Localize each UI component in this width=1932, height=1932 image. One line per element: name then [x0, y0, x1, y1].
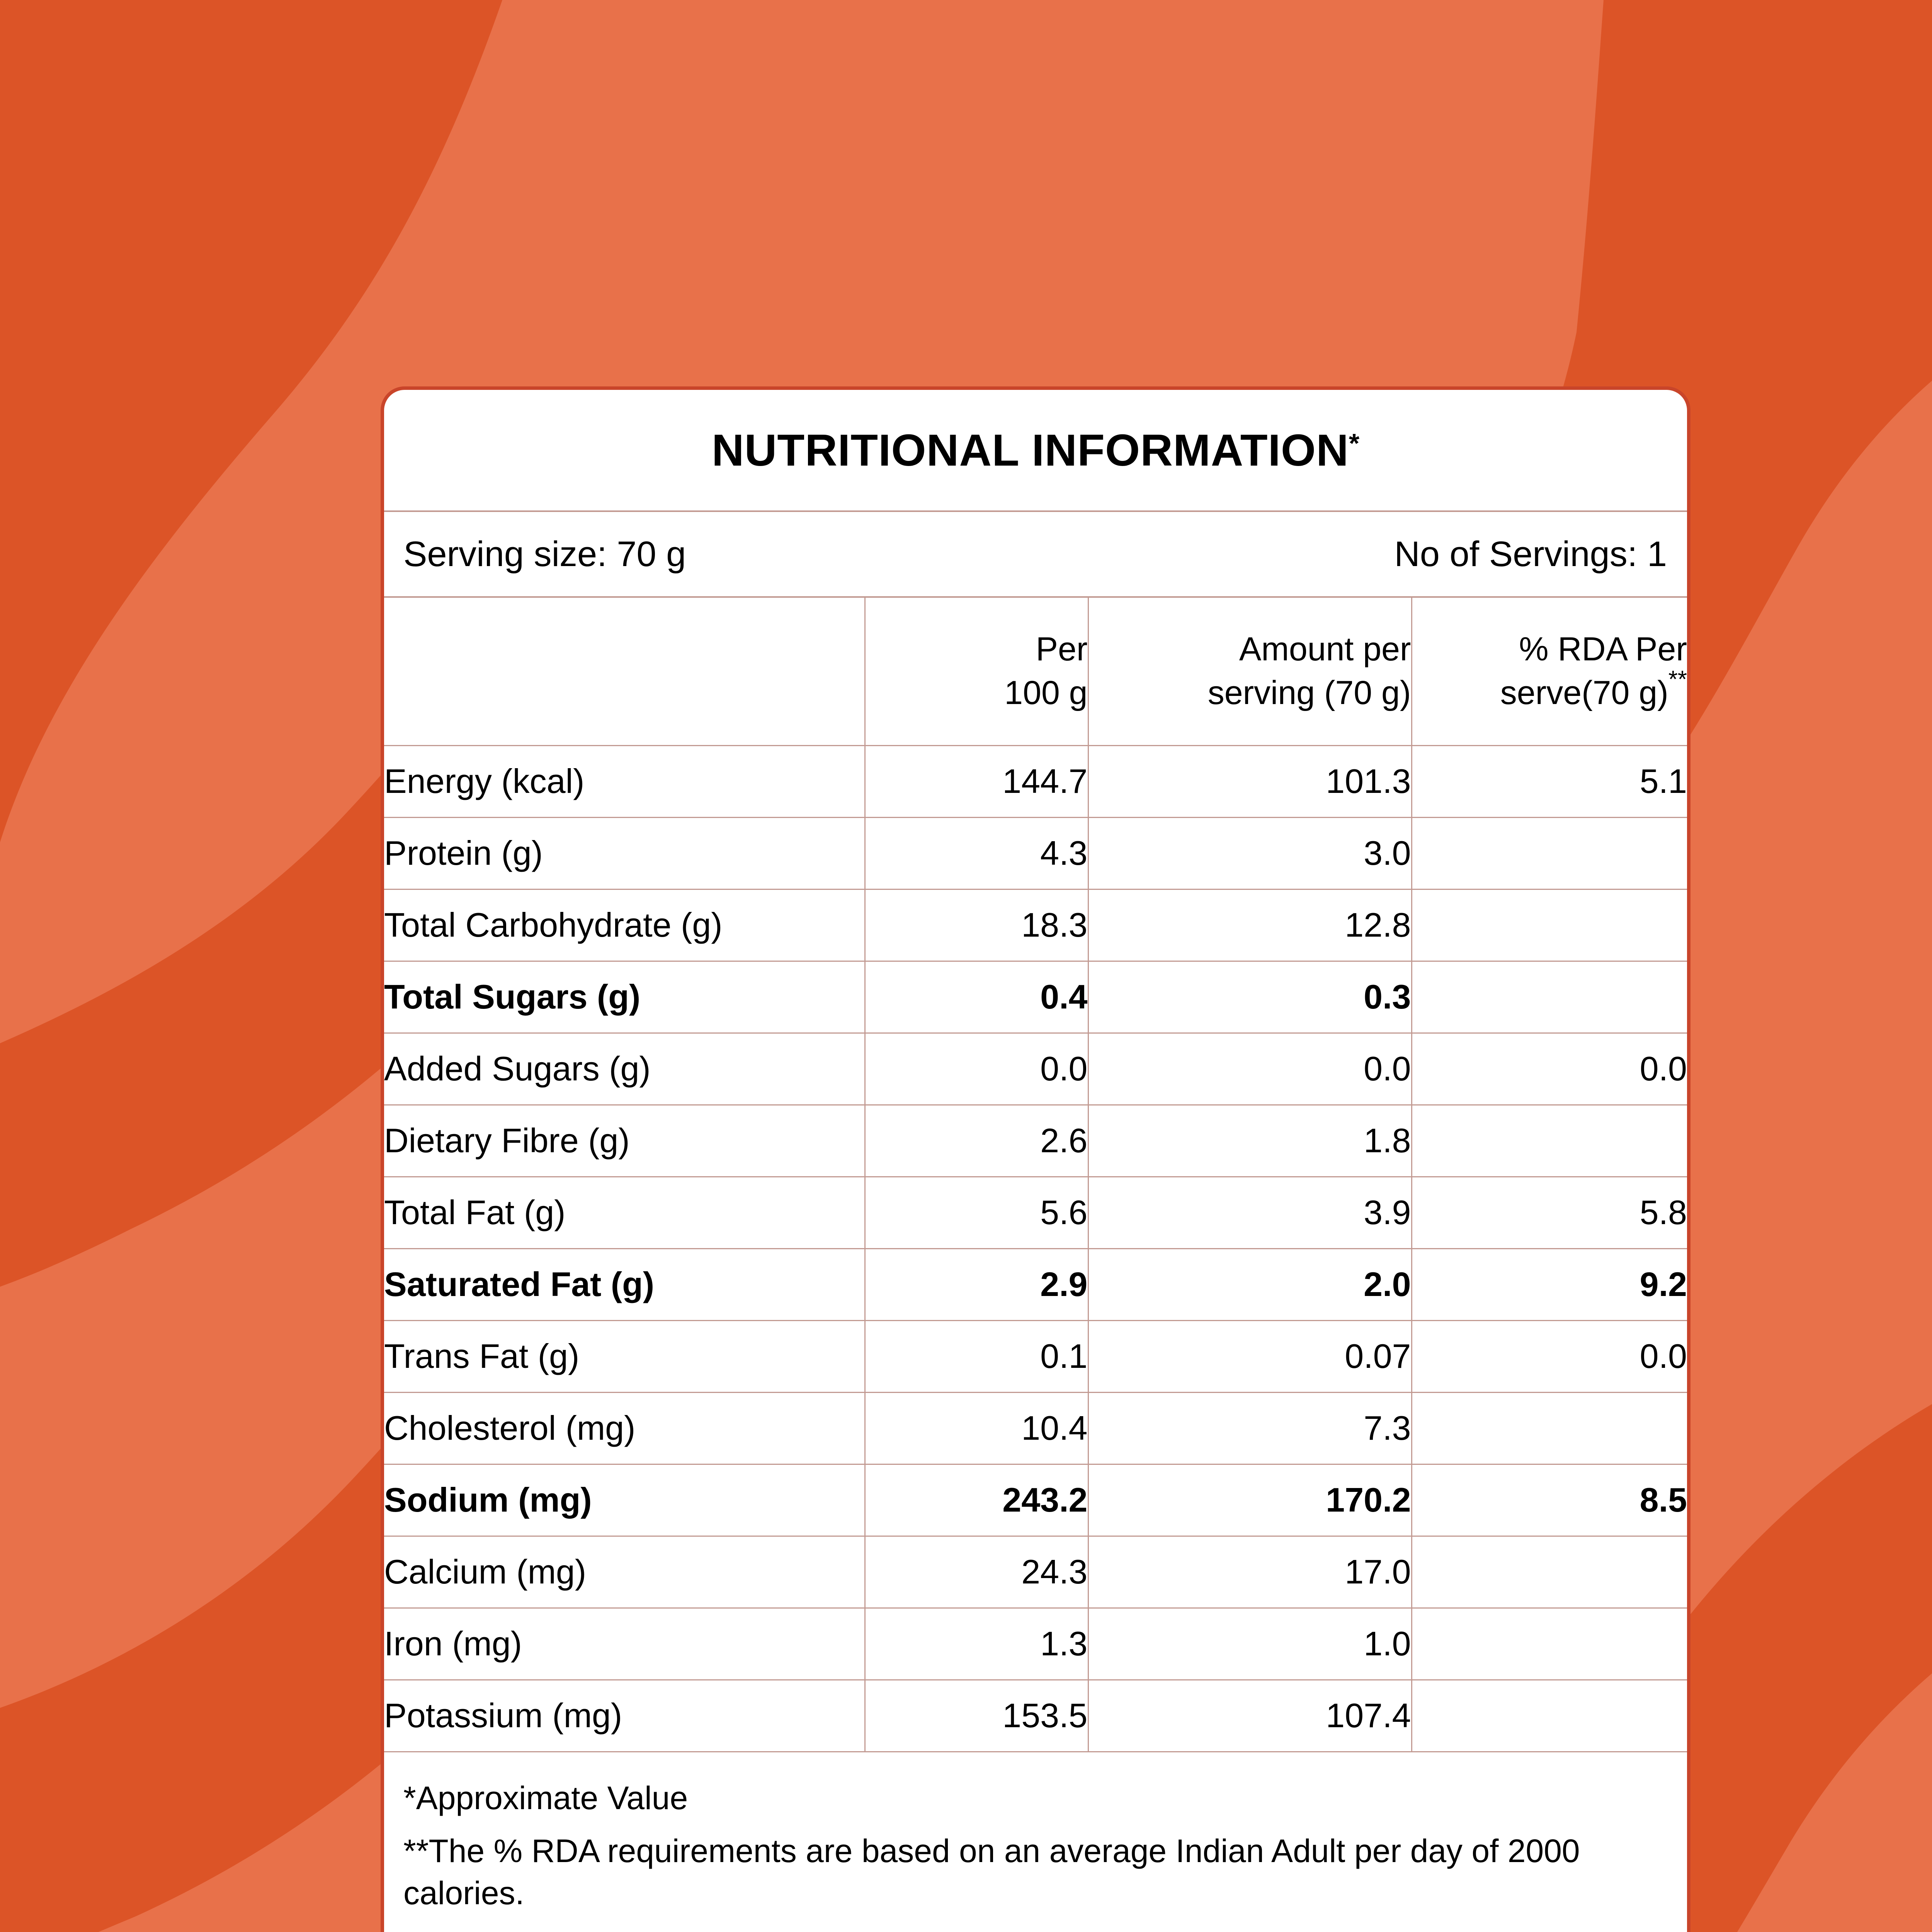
nutrient-amount-per-serving: 101.3 — [1087, 745, 1412, 818]
table-header-row: Per 100 g Amount per serving (70 g) % RD… — [384, 598, 1687, 746]
nutrient-rda-per-serve — [1411, 889, 1687, 962]
nutrient-rda-per-serve: 9.2 — [1411, 1248, 1687, 1321]
nutrient-rda-per-serve — [1411, 1608, 1687, 1680]
nutrient-per-100g: 243.2 — [864, 1464, 1089, 1537]
footnote-rda-basis: **The % RDA requirements are based on an… — [403, 1832, 1580, 1911]
nutrient-amount-per-serving: 12.8 — [1087, 889, 1412, 962]
table-row: Total Sugars (g) 0.4 0.3 — [384, 961, 1687, 1034]
table-row: Iron (mg) 1.3 1.0 — [384, 1608, 1687, 1680]
nutrient-label: Trans Fat (g) — [384, 1320, 866, 1393]
nutrient-amount-per-serving: 3.0 — [1087, 817, 1412, 890]
column-header-per-100g-line2: 100 g — [1004, 674, 1088, 712]
nutrient-per-100g: 18.3 — [864, 889, 1089, 962]
nutrient-label: Iron (mg) — [384, 1608, 866, 1680]
nutrient-per-100g: 144.7 — [864, 745, 1089, 818]
table-row: Trans Fat (g) 0.1 0.07 0.0 — [384, 1320, 1687, 1393]
column-header-rda-line2: serve(70 g) — [1500, 674, 1668, 712]
table-row: Total Fat (g) 5.6 3.9 5.8 — [384, 1177, 1687, 1249]
nutrient-label: Dietary Fibre (g) — [384, 1105, 866, 1177]
nutrient-label: Added Sugars (g) — [384, 1033, 866, 1105]
nutrient-per-100g: 0.1 — [864, 1320, 1089, 1393]
nutrient-per-100g: 0.4 — [864, 961, 1089, 1034]
nutrient-label: Calcium (mg) — [384, 1536, 866, 1609]
nutrient-per-100g: 10.4 — [864, 1392, 1089, 1465]
column-header-rda-marker: ** — [1668, 666, 1687, 693]
nutrient-rda-per-serve — [1411, 1105, 1687, 1177]
nutrient-rda-per-serve — [1411, 1392, 1687, 1465]
table-row: Cholesterol (mg) 10.4 7.3 — [384, 1392, 1687, 1465]
column-header-amount-line1: Amount per — [1239, 630, 1411, 668]
table-row: Protein (g) 4.3 3.0 — [384, 817, 1687, 890]
nutrient-rda-per-serve: 8.5 — [1411, 1464, 1687, 1537]
column-header-amount-per-serving: Amount per serving (70 g) — [1087, 598, 1412, 746]
nutrient-per-100g: 1.3 — [864, 1608, 1089, 1680]
table-row: Calcium (mg) 24.3 17.0 — [384, 1536, 1687, 1609]
nutrient-amount-per-serving: 107.4 — [1087, 1680, 1412, 1752]
table-row: Dietary Fibre (g) 2.6 1.8 — [384, 1105, 1687, 1177]
column-header-rda-per-serve: % RDA Per serve(70 g)** — [1411, 598, 1687, 746]
nutrient-per-100g: 5.6 — [864, 1177, 1089, 1249]
footnote-approximate-value: *Approximate Value — [403, 1779, 688, 1816]
nutrient-label: Sodium (mg) — [384, 1464, 866, 1537]
nutrient-per-100g: 2.6 — [864, 1105, 1089, 1177]
nutrient-per-100g: 2.9 — [864, 1248, 1089, 1321]
nutrient-label: Total Carbohydrate (g) — [384, 889, 866, 962]
no-of-servings-label: No of Servings: 1 — [1394, 534, 1667, 574]
nutrient-amount-per-serving: 0.3 — [1087, 961, 1412, 1034]
nutrition-facts-card: NUTRITIONAL INFORMATION* Serving size: 7… — [381, 386, 1690, 1932]
column-header-label — [384, 598, 866, 746]
nutrient-amount-per-serving: 1.8 — [1087, 1105, 1412, 1177]
nutrient-rda-per-serve: 0.0 — [1411, 1033, 1687, 1105]
table-row: Potassium (mg) 153.5 107.4 — [384, 1680, 1687, 1752]
nutrient-rda-per-serve — [1411, 817, 1687, 890]
nutrient-label: Total Fat (g) — [384, 1177, 866, 1249]
column-header-per-100g: Per 100 g — [864, 598, 1089, 746]
table-row: Saturated Fat (g) 2.9 2.0 9.2 — [384, 1248, 1687, 1321]
serving-size-label: Serving size: 70 g — [403, 534, 686, 574]
nutrient-rda-per-serve: 5.1 — [1411, 745, 1687, 818]
table-row: Total Carbohydrate (g) 18.3 12.8 — [384, 889, 1687, 962]
table-row: Energy (kcal) 144.7 101.3 5.1 — [384, 745, 1687, 818]
nutrient-rda-per-serve — [1411, 961, 1687, 1034]
serving-info-row: Serving size: 70 g No of Servings: 1 — [384, 512, 1687, 598]
page-title-text: NUTRITIONAL INFORMATION — [711, 425, 1349, 475]
nutrient-label: Total Sugars (g) — [384, 961, 866, 1034]
table-row: Sodium (mg) 243.2 170.2 8.5 — [384, 1464, 1687, 1537]
nutrient-rda-per-serve: 0.0 — [1411, 1320, 1687, 1393]
nutrient-amount-per-serving: 17.0 — [1087, 1536, 1412, 1609]
nutrient-rda-per-serve: 5.8 — [1411, 1177, 1687, 1249]
nutrition-table-head: Per 100 g Amount per serving (70 g) % RD… — [384, 598, 1687, 746]
nutrition-table-body: Energy (kcal) 144.7 101.3 5.1 Protein (g) 4.3… — [384, 745, 1687, 1752]
nutrient-per-100g: 24.3 — [864, 1536, 1089, 1609]
nutrient-amount-per-serving: 3.9 — [1087, 1177, 1412, 1249]
nutrition-table: Per 100 g Amount per serving (70 g) % RD… — [384, 598, 1687, 1752]
column-header-amount-line2: serving (70 g) — [1208, 674, 1411, 712]
title-footnote-marker: * — [1349, 428, 1360, 458]
nutrient-per-100g: 153.5 — [864, 1680, 1089, 1752]
nutrient-label: Potassium (mg) — [384, 1680, 866, 1752]
nutrient-amount-per-serving: 7.3 — [1087, 1392, 1412, 1465]
card-title-bar: NUTRITIONAL INFORMATION* — [384, 390, 1687, 512]
page-title: NUTRITIONAL INFORMATION* — [712, 424, 1359, 476]
nutrient-per-100g: 0.0 — [864, 1033, 1089, 1105]
nutrient-label: Energy (kcal) — [384, 745, 866, 818]
nutrient-amount-per-serving: 0.0 — [1087, 1033, 1412, 1105]
nutrient-rda-per-serve — [1411, 1536, 1687, 1609]
table-row: Added Sugars (g) 0.0 0.0 0.0 — [384, 1033, 1687, 1105]
column-header-per-100g-line1: Per — [1036, 630, 1088, 668]
nutrient-rda-per-serve — [1411, 1680, 1687, 1752]
nutrient-amount-per-serving: 0.07 — [1087, 1320, 1412, 1393]
nutrient-amount-per-serving: 1.0 — [1087, 1608, 1412, 1680]
nutrient-label: Protein (g) — [384, 817, 866, 890]
nutrient-amount-per-serving: 2.0 — [1087, 1248, 1412, 1321]
column-header-rda-line1: % RDA Per — [1519, 630, 1687, 668]
nutrient-label: Saturated Fat (g) — [384, 1248, 866, 1321]
nutrient-amount-per-serving: 170.2 — [1087, 1464, 1412, 1537]
nutrient-per-100g: 4.3 — [864, 817, 1089, 890]
nutrient-label: Cholesterol (mg) — [384, 1392, 866, 1465]
footnotes-section: *Approximate Value **The % RDA requireme… — [384, 1752, 1687, 1915]
